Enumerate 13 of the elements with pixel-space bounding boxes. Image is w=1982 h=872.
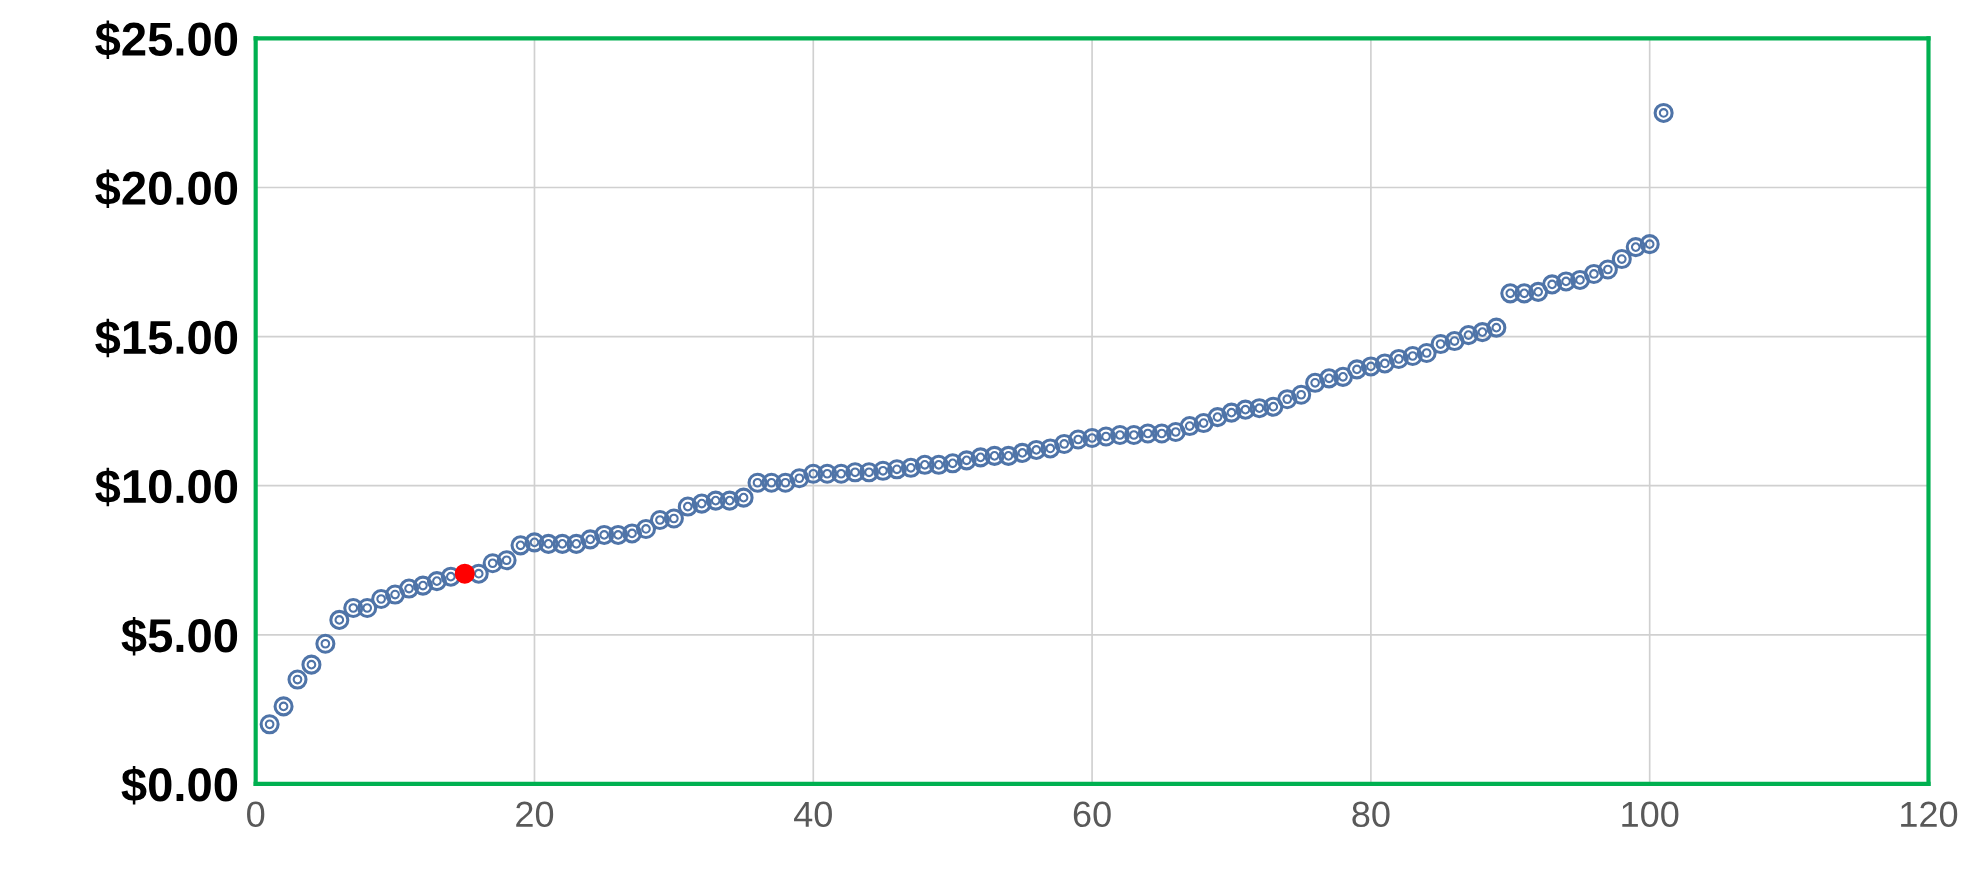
y-tick-label: $20.00 [95, 169, 238, 209]
x-tick-label: 40 [794, 801, 832, 828]
y-tick-label: $10.00 [95, 467, 238, 507]
x-tick-label: 60 [1073, 801, 1111, 828]
y-tick-label: $5.00 [121, 616, 238, 656]
y-tick-label: $25.00 [95, 20, 238, 59]
y-tick-label: $15.00 [95, 318, 238, 358]
x-tick-label: 100 [1622, 801, 1679, 828]
x-tick-label: 80 [1352, 801, 1390, 828]
x-tick-label: 0 [247, 801, 265, 828]
x-tick-label: 20 [516, 801, 554, 828]
x-tick-label: 120 [1901, 801, 1958, 828]
y-tick-label: $0.00 [121, 765, 238, 805]
